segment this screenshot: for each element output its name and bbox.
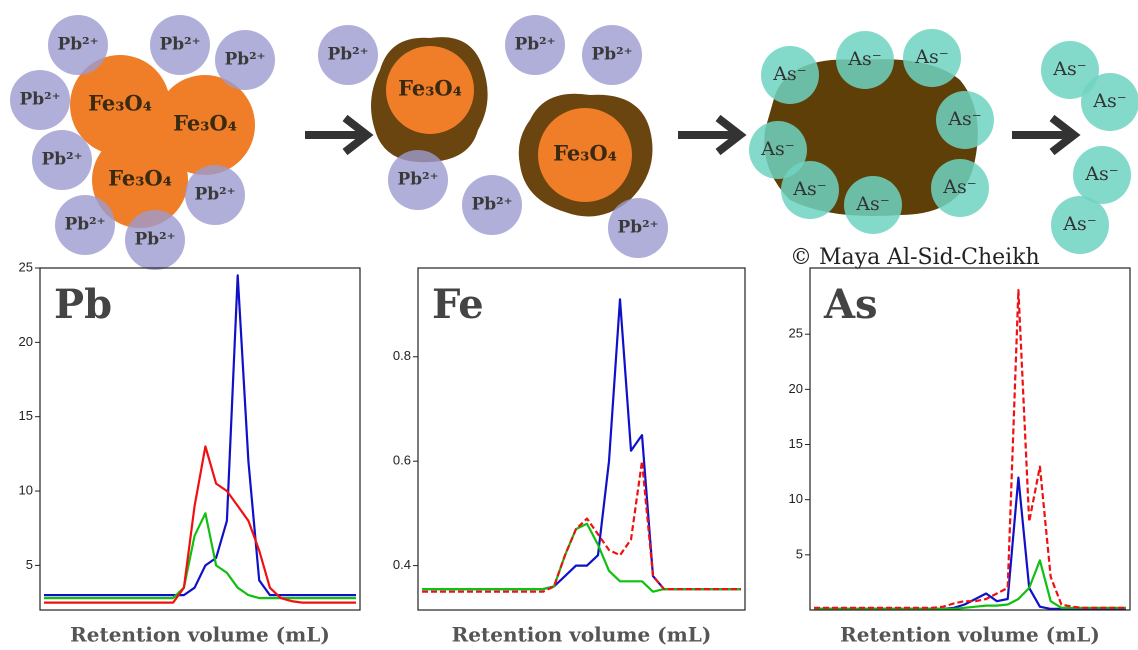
charts: 5 10 15 20 25 Pb Retention volume (mL) 0.4 0.6 0.…: [19, 259, 1131, 647]
lead-label: Pb²⁺: [57, 35, 98, 55]
magnetite-core: [92, 132, 188, 228]
arrow: [1012, 114, 1081, 156]
lead-label: Pb²⁺: [19, 90, 60, 110]
arsenic-label: As⁻: [942, 176, 977, 198]
series-line: [422, 298, 741, 591]
arsenic-ion: [903, 29, 961, 87]
lead-ion: [215, 30, 275, 90]
panel-title: Pb: [54, 281, 112, 328]
arsenic-label: As⁻: [947, 108, 982, 130]
arsenic-label: As⁻: [1052, 58, 1087, 80]
series-line: [814, 476, 1126, 610]
magnetite-core: [155, 75, 255, 175]
magnetite-label: Fe₃O₄: [88, 91, 152, 116]
lead-label: Pb²⁺: [64, 215, 105, 235]
x-axis-label: Retention volume (mL): [840, 623, 1100, 647]
y-tick-label: 0.6: [393, 453, 411, 468]
lead-label: Pb²⁺: [194, 185, 235, 205]
series-line: [44, 274, 356, 597]
plot-frame: [39, 267, 361, 611]
arsenic-label: As⁻: [1092, 90, 1127, 112]
arsenic-ion: [1051, 196, 1109, 254]
magnetite-core: [386, 46, 474, 134]
arsenic-label: As⁻: [1084, 163, 1119, 185]
y-tick-label: 20: [19, 334, 33, 349]
series-line: [422, 460, 741, 593]
lead-label: Pb²⁺: [617, 218, 658, 238]
arsenic-label: As⁻: [847, 48, 882, 70]
arsenic-label: As⁻: [772, 63, 807, 85]
y-tick-label: 5: [796, 546, 803, 561]
lead-ion: [462, 175, 522, 235]
x-axis-label: Retention volume (mL): [70, 623, 330, 647]
lead-label: Pb²⁺: [41, 150, 82, 170]
lead-ion: [125, 210, 185, 270]
lead-label: Pb²⁺: [327, 45, 368, 65]
lead-ion: [10, 70, 70, 130]
arsenic-ion: [836, 31, 894, 89]
arrow: [305, 114, 374, 156]
lead-label: Pb²⁺: [471, 195, 512, 215]
lead-ion: [608, 198, 668, 258]
arsenic-ion: [844, 176, 902, 234]
y-tick-label: 25: [19, 259, 33, 274]
series-line: [422, 522, 741, 593]
y-tick-label: 10: [19, 482, 33, 497]
diagram: Pb²⁺ Pb²⁺ Pb²⁺ Pb²⁺ Pb²⁺ Pb²⁺ Pb²⁺ Pb²⁺ Fe₃O₄ Fe₃…: [10, 15, 1138, 270]
magnetite-core: [538, 108, 632, 202]
arsenic-ion: [936, 91, 994, 149]
y-tick-label: 15: [19, 408, 33, 423]
arsenic-label: As⁻: [1062, 213, 1097, 235]
lead-ion: [185, 165, 245, 225]
arsenic-ion: [761, 46, 819, 104]
y-tick-label: 0.4: [393, 557, 411, 572]
y-tick-label: 10: [789, 491, 803, 506]
credit: © Maya Al-Sid-Cheikh: [790, 245, 1040, 270]
lead-ion: [505, 15, 565, 75]
lead-ion: [55, 195, 115, 255]
arsenic-label: As⁻: [855, 193, 890, 215]
magnetite-label: Fe₃O₄: [108, 166, 172, 191]
series-line: [814, 289, 1126, 609]
series-line: [44, 445, 356, 604]
magnetite-label: Fe₃O₄: [553, 141, 617, 166]
magnetite-label: Fe₃O₄: [173, 111, 237, 136]
lead-label: Pb²⁺: [224, 50, 265, 70]
lead-ion: [582, 25, 642, 85]
plot-frame: [809, 267, 1131, 611]
x-axis-label: Retention volume (mL): [452, 623, 712, 647]
lead-ion: [32, 130, 92, 190]
lead-ion: [388, 150, 448, 210]
magnetite-core: [70, 55, 170, 155]
arsenic-ion: [749, 121, 807, 179]
magnetite-label: Fe₃O₄: [398, 76, 462, 101]
arsenic-ion: [1081, 73, 1138, 131]
series-line: [44, 512, 356, 600]
arsenic-label: As⁻: [792, 178, 827, 200]
plot-frame: [417, 267, 746, 611]
arsenic-label: As⁻: [914, 46, 949, 68]
arsenic-ion: [1073, 146, 1131, 204]
lead-ion: [318, 25, 378, 85]
lead-label: Pb²⁺: [134, 230, 175, 250]
y-tick-label: 25: [789, 326, 803, 341]
arsenic-ion: [781, 161, 839, 219]
arsenic-label: As⁻: [760, 138, 795, 160]
y-tick-label: 15: [789, 436, 803, 451]
arrow: [678, 114, 747, 156]
lead-label: Pb²⁺: [591, 45, 632, 65]
panel-title: As: [823, 281, 878, 328]
y-tick-label: 5: [26, 557, 33, 572]
panel-title: Fe: [432, 281, 484, 328]
lead-label: Pb²⁺: [514, 35, 555, 55]
lead-ion: [150, 15, 210, 75]
y-tick-label: 20: [789, 381, 803, 396]
lead-label: Pb²⁺: [397, 170, 438, 190]
lead-ion: [48, 15, 108, 75]
arsenic-ion: [1041, 41, 1099, 99]
lead-label: Pb²⁺: [159, 35, 200, 55]
y-tick-label: 0.8: [393, 348, 411, 363]
arsenic-ion: [931, 159, 989, 217]
